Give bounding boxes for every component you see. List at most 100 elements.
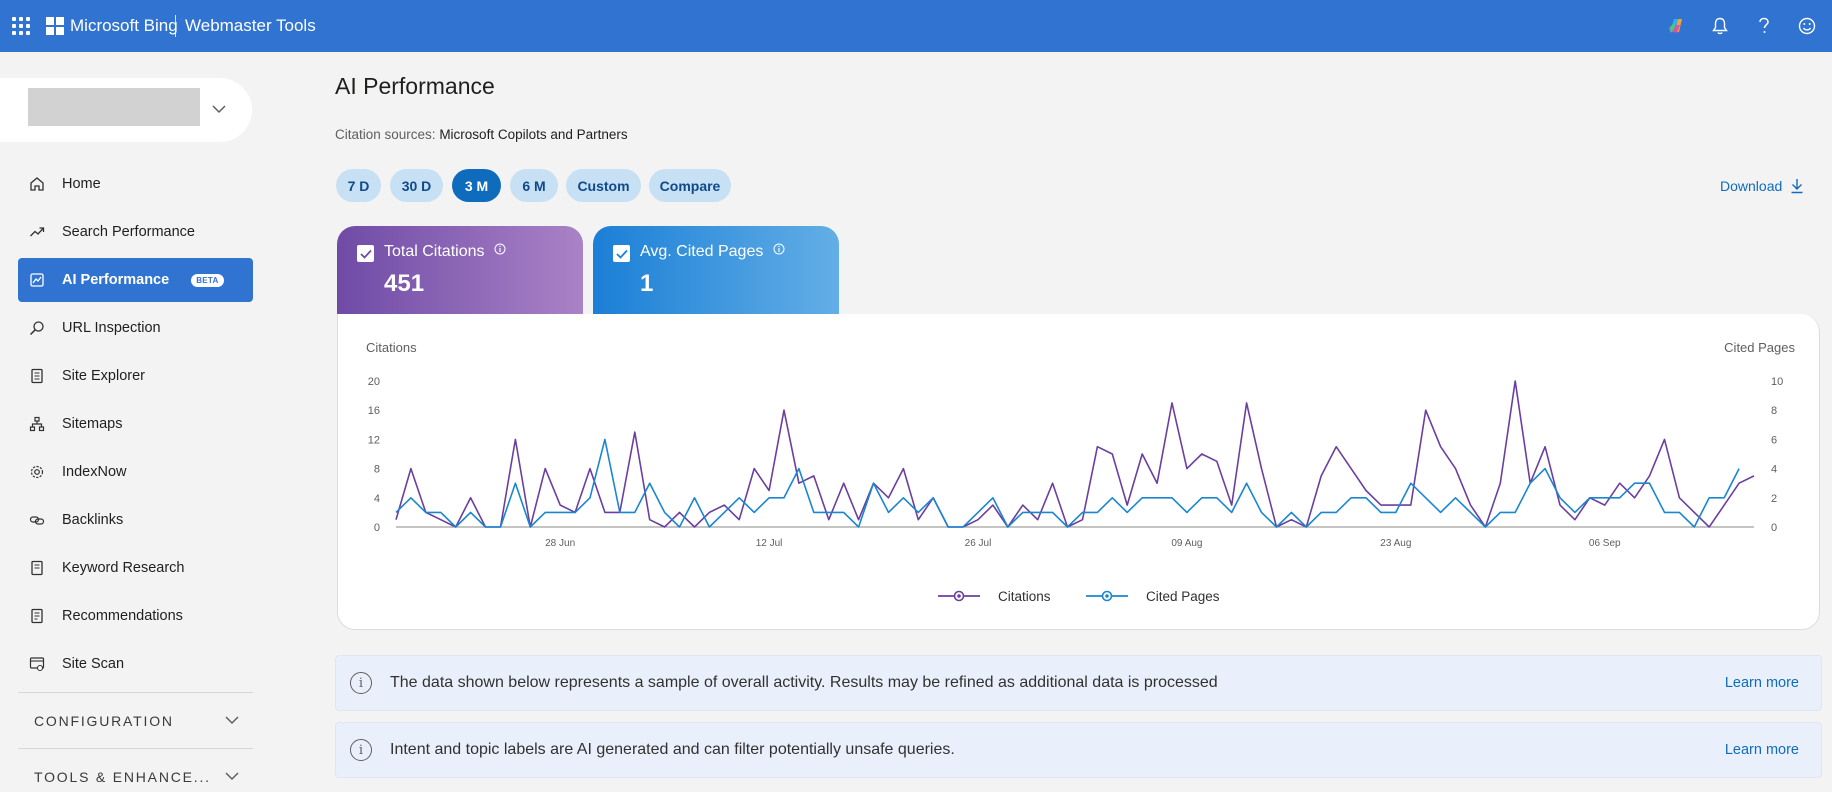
section-tools-enhancements[interactable]: TOOLS & ENHANCE...: [18, 748, 253, 792]
sidebar-item-ai-performance[interactable]: AI Performance BETA: [18, 258, 253, 302]
home-icon: [28, 175, 46, 193]
link-icon: [28, 511, 46, 529]
y-tick-label-left: 4: [374, 493, 380, 505]
info-text: The data shown below represents a sample…: [390, 674, 1218, 691]
metric-label: Total Citations: [384, 243, 506, 261]
y-axis-title-right: Cited Pages: [1724, 340, 1795, 355]
sidebar-item-label: Sitemaps: [62, 416, 123, 432]
section-configuration[interactable]: CONFIGURATION: [18, 692, 253, 748]
range-custom-button[interactable]: Custom: [566, 169, 641, 202]
sidebar-item-site-explorer[interactable]: Site Explorer: [18, 354, 253, 398]
x-tick-label: 23 Aug: [1380, 538, 1411, 549]
sidebar-item-label: IndexNow: [62, 464, 127, 480]
metric-value: 1: [640, 270, 654, 297]
sidebar-item-search-performance[interactable]: Search Performance: [18, 210, 253, 254]
y-tick-label-right: 6: [1771, 434, 1777, 446]
series-line-citations: [395, 380, 1755, 528]
total-citations-checkbox[interactable]: [357, 245, 374, 262]
compare-button[interactable]: Compare: [649, 169, 731, 202]
top-bar: Microsoft Bing Webmaster Tools: [0, 0, 1832, 52]
x-tick-label: 12 Jul: [756, 538, 783, 549]
document-icon: [28, 367, 46, 385]
gear-icon: [28, 463, 46, 481]
sidebar-item-sitemaps[interactable]: Sitemaps: [18, 402, 253, 446]
range-7d-button[interactable]: 7 D: [336, 169, 381, 202]
brand-name[interactable]: Microsoft Bing: [70, 16, 178, 35]
x-tick-label: 09 Aug: [1171, 538, 1202, 549]
sidebar-item-label: Backlinks: [62, 512, 124, 528]
info-icon: i: [350, 739, 372, 761]
legend-label: Citations: [998, 589, 1051, 604]
sidebar-item-label: Site Scan: [62, 656, 125, 672]
sidebar-item-label: Search Performance: [62, 224, 195, 240]
copilot-icon[interactable]: [1664, 14, 1688, 38]
line-chart: Citations Cited Pages 0 4 8 12 16 20 0 2 4 6 8 10 28 J…: [366, 340, 1795, 604]
ai-chart-icon: [28, 271, 46, 289]
product-name[interactable]: Webmaster Tools: [185, 16, 316, 35]
avg-cited-pages-checkbox[interactable]: [613, 245, 630, 262]
citation-sources-label: Citation sources:: [335, 127, 436, 142]
x-tick-label: 06 Sep: [1589, 538, 1621, 549]
info-icon[interactable]: [494, 243, 506, 255]
sidebar-item-label: Keyword Research: [62, 560, 185, 576]
citation-sources: Citation sources: Microsoft Copilots and…: [335, 127, 628, 142]
y-tick-label-left: 20: [368, 376, 380, 388]
chevron-down-icon[interactable]: [212, 101, 226, 119]
legend-swatch-dot: [1105, 594, 1109, 598]
sidebar-item-home[interactable]: Home: [18, 162, 253, 206]
sidebar-item-backlinks[interactable]: Backlinks: [18, 498, 253, 542]
legend-swatch-dot: [957, 594, 961, 598]
info-icon[interactable]: [773, 243, 785, 255]
sidebar-item-indexnow[interactable]: IndexNow: [18, 450, 253, 494]
sidebar-item-label: Site Explorer: [62, 368, 146, 384]
checkmark-icon: [359, 249, 372, 259]
download-label: Download: [1720, 178, 1783, 194]
y-tick-label-right: 0: [1771, 522, 1777, 534]
avg-cited-pages-card[interactable]: Avg. Cited Pages 1: [593, 226, 839, 316]
help-icon[interactable]: [1752, 14, 1776, 38]
y-tick-label-right: 4: [1771, 464, 1777, 476]
sidebar-item-label: Recommendations: [62, 608, 183, 624]
legend-label: Cited Pages: [1146, 589, 1220, 604]
info-banner-labels: i Intent and topic labels are AI generat…: [335, 722, 1822, 778]
x-tick-label: 28 Jun: [545, 538, 575, 549]
learn-more-link[interactable]: Learn more: [1724, 742, 1799, 758]
checkmark-icon: [615, 249, 628, 259]
info-text: Intent and topic labels are AI generated…: [390, 741, 955, 758]
y-tick-label-right: 2: [1771, 493, 1777, 505]
sidebar-item-keyword-research[interactable]: Keyword Research: [18, 546, 253, 590]
chart-panel: Citations Cited Pages 0 4 8 12 16 20 0 2 4 6 8 10 28 J…: [337, 314, 1820, 630]
smiley-icon[interactable]: [1795, 14, 1819, 38]
y-tick-label-left: 0: [374, 522, 380, 534]
sidebar-item-label: Home: [62, 176, 101, 192]
chevron-down-icon: [225, 772, 239, 781]
sidebar-item-url-inspection[interactable]: URL Inspection: [18, 306, 253, 350]
range-30d-button[interactable]: 30 D: [390, 169, 443, 202]
section-label: TOOLS & ENHANCE...: [34, 768, 211, 785]
sidebar-item-site-scan[interactable]: Site Scan: [18, 642, 253, 686]
brand-divider: [175, 15, 176, 37]
y-tick-label-right: 10: [1771, 376, 1783, 388]
microsoft-logo-icon: [46, 17, 64, 35]
range-6m-button[interactable]: 6 M: [510, 169, 558, 202]
sitemap-icon: [28, 415, 46, 433]
app-launcher-icon[interactable]: [12, 17, 30, 35]
total-citations-card[interactable]: Total Citations 451: [337, 226, 583, 316]
sidebar-item-recommendations[interactable]: Recommendations: [18, 594, 253, 638]
learn-more-link[interactable]: Learn more: [1724, 675, 1799, 691]
y-axis-title-left: Citations: [366, 340, 417, 355]
trend-icon: [28, 223, 46, 241]
y-tick-label-right: 8: [1771, 405, 1777, 417]
y-tick-label-left: 12: [368, 434, 380, 446]
info-banner-sample: i The data shown below represents a samp…: [335, 655, 1822, 711]
range-3m-button[interactable]: 3 M: [452, 169, 501, 202]
magnifier-icon: [28, 319, 46, 337]
bell-icon[interactable]: [1708, 14, 1732, 38]
site-selector[interactable]: [0, 78, 252, 142]
checklist-icon: [28, 607, 46, 625]
download-button[interactable]: Download: [1720, 178, 1804, 194]
download-icon: [1791, 179, 1803, 194]
chevron-down-icon: [225, 716, 239, 725]
citation-sources-value: Microsoft Copilots and Partners: [439, 127, 628, 142]
beta-badge: BETA: [191, 273, 224, 287]
